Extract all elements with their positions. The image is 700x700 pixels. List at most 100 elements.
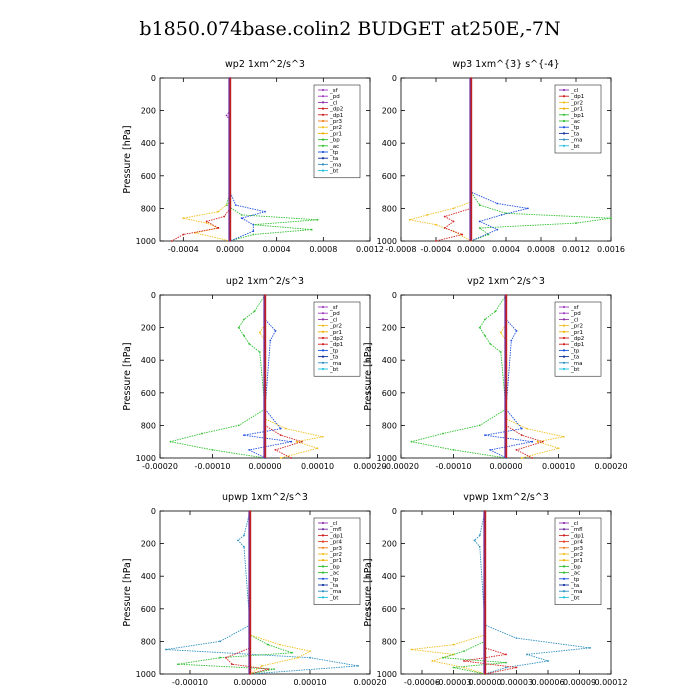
series-point <box>309 650 311 653</box>
legend-marker <box>321 157 325 160</box>
series-point <box>300 440 303 443</box>
y-tick-label: 200 <box>141 107 156 116</box>
legend-entry: _pr2 <box>329 552 342 558</box>
y-tick-label: 200 <box>382 540 397 549</box>
series-point <box>452 643 455 646</box>
series-point <box>285 427 287 430</box>
series-point <box>252 233 255 236</box>
legend-marker <box>321 571 325 574</box>
panel-4: upwp 1xm^2/s^3 Pressure [hPa] 0 200 400 600 80… <box>122 492 387 687</box>
legend-marker <box>562 546 566 549</box>
x-tick-label: 0.0012 <box>356 245 384 254</box>
series-point <box>201 432 203 435</box>
y-tick-label: 400 <box>382 572 397 581</box>
legend-marker <box>321 150 325 154</box>
legend-entry: _dp1 <box>570 94 584 100</box>
series-point <box>316 218 319 221</box>
x-tick-label: 0.0004 <box>263 245 291 254</box>
series-point <box>478 227 481 229</box>
y-tick-label: 600 <box>382 605 397 614</box>
series-point <box>484 434 486 437</box>
series-point <box>252 230 255 233</box>
series-point <box>452 448 455 451</box>
legend-marker <box>321 324 325 327</box>
series-line-tp <box>484 295 533 459</box>
series-point <box>452 220 455 223</box>
y-tick-label: 800 <box>382 637 397 646</box>
series-point <box>279 427 282 430</box>
series-point <box>589 647 591 649</box>
x-tick-label: 0.0008 <box>527 245 555 254</box>
legend-marker <box>321 95 325 98</box>
series-point <box>426 214 429 216</box>
legend-entry: _ma <box>570 589 582 595</box>
series-line-bp <box>442 511 507 675</box>
legend-marker <box>562 534 566 537</box>
series-point <box>291 651 293 654</box>
y-tick-label: 1000 <box>136 237 156 246</box>
series-point <box>520 434 523 437</box>
legend-entry: _pr1 <box>329 330 342 336</box>
legend-marker <box>321 534 325 537</box>
series-point <box>357 664 359 667</box>
legend-marker <box>321 312 325 315</box>
legend-marker <box>562 540 566 543</box>
series-point <box>461 233 464 236</box>
legend-box <box>554 517 602 605</box>
x-tick-label: 0.00009 <box>563 678 596 687</box>
legend-box <box>313 517 361 605</box>
series-line-pr2 <box>411 511 486 675</box>
legend-marker <box>562 571 566 574</box>
y-tick-label: 200 <box>141 324 156 333</box>
legend-box <box>554 301 602 377</box>
series-point <box>510 339 513 342</box>
series-point <box>252 223 255 226</box>
legend-entry: _ma <box>570 361 582 367</box>
legend-entry: _bp <box>570 564 581 570</box>
y-tick-label: 800 <box>141 204 156 213</box>
legend-marker <box>321 565 325 568</box>
series-line-ma <box>165 510 359 675</box>
series-line-bp <box>470 78 612 242</box>
panel-title: vpwp 1xm^2/s^3 <box>463 492 549 503</box>
legend-marker <box>562 138 566 141</box>
legend-marker <box>562 343 566 346</box>
series-point <box>531 457 534 459</box>
series-line-pr2 <box>500 295 564 459</box>
y-axis-label: Pressure [hPa] <box>122 342 133 410</box>
legend-marker <box>562 590 566 593</box>
series-point <box>452 207 455 210</box>
x-tick-label: 0.0016 <box>597 245 625 254</box>
series-point <box>496 202 499 205</box>
series-point <box>463 660 465 662</box>
legend-entry: _cl <box>329 521 338 527</box>
y-tick-label: 400 <box>141 139 156 148</box>
series-line-bp <box>177 511 293 675</box>
legend-entry: _dp1 <box>570 533 584 539</box>
legend-marker <box>562 336 566 340</box>
series-point <box>547 660 549 662</box>
legend-marker <box>321 590 325 593</box>
x-tick-label: 0.00020 <box>353 462 386 471</box>
legend-marker <box>562 330 566 333</box>
plot-frame <box>159 77 371 242</box>
series-point <box>500 214 503 216</box>
series-point <box>279 643 281 646</box>
x-tick-label: -0.00006 <box>404 678 440 687</box>
legend-marker <box>321 119 325 123</box>
legend-entry: _dp1 <box>570 342 584 348</box>
legend-entry: _bt <box>329 595 339 601</box>
series-point <box>243 334 245 337</box>
series-line-dp1 <box>171 78 231 242</box>
series-point <box>484 334 486 337</box>
series-point <box>310 228 313 231</box>
x-tick-label: 0.0012 <box>562 245 590 254</box>
panel-2: up2 1xm^2/s^3 Pressure [hPa] 0 200 400 600 800… <box>122 276 387 471</box>
series-line-dp1 <box>435 78 472 242</box>
series-point <box>443 227 446 229</box>
legend-marker <box>321 126 325 129</box>
series-point <box>243 434 245 437</box>
series-point <box>217 227 220 229</box>
legend-entry: _tp <box>329 348 339 354</box>
legend-marker <box>321 305 325 309</box>
